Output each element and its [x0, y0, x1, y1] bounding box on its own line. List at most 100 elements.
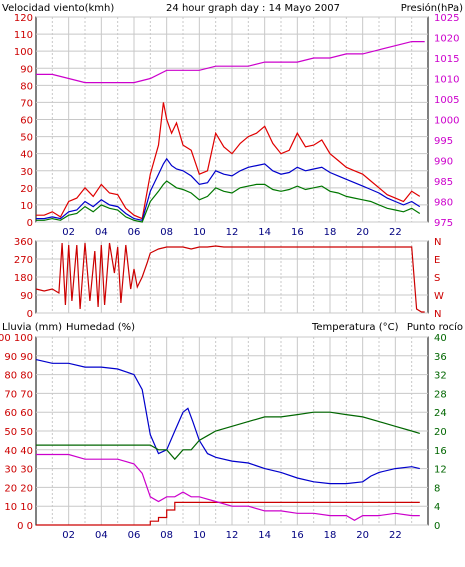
pressure-axis-title: Presión(hPa)	[401, 2, 463, 14]
y-tick-label: 30 30	[4, 465, 33, 476]
chart-panels: 0102030405060708090100110120975980985990…	[0, 13, 459, 541]
y-tick-label: 100	[14, 47, 33, 58]
y2-tick-label: 12	[434, 465, 447, 476]
x-tick-label: 12	[226, 227, 239, 238]
y-tick-label: 70	[20, 98, 33, 109]
y-tick-label: 0 0	[17, 521, 33, 532]
x-tick-label: 18	[324, 227, 337, 238]
y2-tick-label: 975	[434, 218, 453, 229]
x-tick-label: 20	[356, 530, 369, 541]
y-tick-label: 90 90	[4, 352, 33, 363]
x-tick-label: 20	[356, 227, 369, 238]
y2-tick-label: 995	[434, 136, 453, 147]
y2-tick-label: 24	[434, 408, 447, 419]
y-tick-label: 20 20	[4, 483, 33, 494]
y2-tick-label: 1020	[434, 34, 459, 45]
y-tick-label: 40 40	[4, 446, 33, 457]
x-tick-label: 08	[160, 530, 173, 541]
y2-tick-label: 1000	[434, 116, 459, 127]
y-tick-label: 20	[20, 184, 33, 195]
series-line-avg	[36, 157, 421, 222]
x-tick-label: 22	[389, 530, 402, 541]
y-tick-label: 40	[20, 150, 33, 161]
y2-tick-label: 8	[434, 483, 440, 494]
y2-tick-label: W	[434, 291, 444, 302]
y2-tick-label: 32	[434, 371, 447, 382]
x-tick-label: 16	[291, 530, 304, 541]
y-tick-label: 0	[27, 218, 33, 229]
wind-axis-title: Velocidad viento(kmh)	[2, 3, 114, 14]
series-line-direction	[35, 242, 425, 313]
series-line-temperature	[36, 411, 420, 461]
x-tick-label: 02	[62, 227, 75, 238]
x-tick-label: 14	[258, 530, 271, 541]
y2-tick-label: 16	[434, 446, 447, 457]
x-tick-label: 06	[128, 227, 141, 238]
x-tick-label: 22	[389, 227, 402, 238]
rain-axis-title: Lluvia (mm)	[2, 322, 62, 333]
dewpoint-axis-title: Punto rocío	[407, 321, 463, 333]
temperature-axis-title: Temperatura (°C)	[311, 322, 399, 333]
y-tick-label: 60	[20, 116, 33, 127]
y2-tick-label: 990	[434, 157, 453, 168]
x-tick-label: 06	[128, 530, 141, 541]
y-tick-label: 30	[20, 167, 33, 178]
y-tick-label: 270	[14, 255, 33, 266]
y2-tick-label: 20	[434, 427, 447, 438]
series-line-pressure	[36, 41, 425, 84]
y-tick-label: 50	[20, 133, 33, 144]
y-tick-label: 100 100	[0, 333, 33, 344]
y2-tick-label: 1025	[434, 13, 459, 24]
y2-tick-label: N	[434, 237, 441, 248]
y2-tick-label: 40	[434, 333, 447, 344]
y-tick-label: 10	[20, 201, 33, 212]
y2-tick-label: 985	[434, 177, 453, 188]
x-tick-label: 04	[95, 227, 108, 238]
y-tick-label: 70 70	[4, 389, 33, 400]
y2-tick-label: E	[434, 255, 440, 266]
y2-tick-label: 4	[434, 502, 440, 513]
y-tick-label: 80	[20, 81, 33, 92]
y2-tick-label: 1015	[434, 54, 459, 65]
y2-tick-label: 36	[434, 352, 447, 363]
y-tick-label: 0	[27, 309, 33, 320]
y-tick-label: 80 80	[4, 371, 33, 382]
x-tick-label: 14	[258, 227, 271, 238]
series-line-rain	[36, 501, 420, 526]
y-tick-label: 10 10	[4, 502, 33, 513]
y-tick-label: 90	[20, 64, 33, 75]
y2-tick-label: 1005	[434, 95, 459, 106]
series-line-humidity	[35, 359, 420, 485]
graph-title: 24 hour graph day : 14 Mayo 2007	[166, 3, 340, 14]
x-tick-label: 08	[160, 227, 173, 238]
series-line-gust	[36, 102, 421, 220]
y-tick-label: 50 50	[4, 427, 33, 438]
y-tick-label: 110	[14, 30, 33, 41]
x-tick-label: 10	[193, 227, 206, 238]
y-tick-label: 60 60	[4, 408, 33, 419]
y-tick-label: 120	[14, 13, 33, 24]
y2-tick-label: S	[434, 273, 440, 284]
x-tick-label: 18	[324, 530, 337, 541]
y-tick-label: 180	[14, 273, 33, 284]
y-tick-label: 360	[14, 237, 33, 248]
y-tick-label: 90	[20, 291, 33, 302]
humidity-axis-title: Humedad (%)	[66, 322, 135, 333]
y2-tick-label: 980	[434, 198, 453, 209]
x-tick-label: 04	[95, 530, 108, 541]
y2-tick-label: 1010	[434, 75, 459, 86]
y2-tick-label: 28	[434, 389, 447, 400]
x-tick-label: 12	[226, 530, 239, 541]
x-tick-label: 16	[291, 227, 304, 238]
y2-tick-label: 0	[434, 521, 440, 532]
x-tick-label: 10	[193, 530, 206, 541]
series-line-dewpoint	[36, 453, 420, 521]
panel-1: 0102030405060708090100110120975980985990…	[14, 13, 460, 229]
y2-tick-label: N	[434, 309, 441, 320]
x-tick-label: 02	[62, 530, 75, 541]
series-line-low	[36, 180, 421, 223]
